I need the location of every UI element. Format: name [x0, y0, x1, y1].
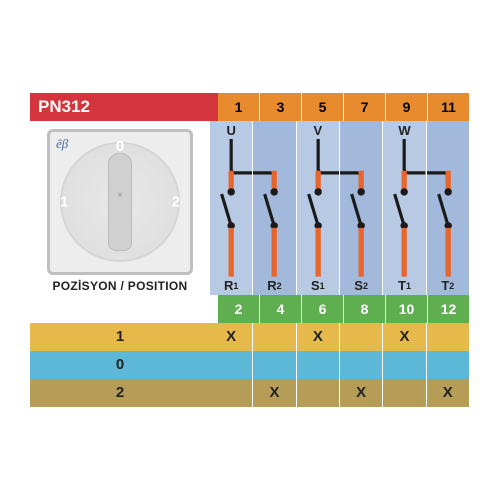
terminal-bot-label: S2 [340, 277, 382, 295]
contact-diagram [297, 139, 339, 277]
terminal-top-label [340, 121, 382, 139]
terminal-top-label: V [297, 121, 339, 139]
terminal-num-top: 11 [428, 93, 470, 121]
product-code: PN312 [30, 93, 218, 121]
contact-state [253, 323, 296, 351]
contact-diagram [383, 139, 425, 277]
switch-panel: ȇβ012POZİSYON / POSITION [30, 121, 210, 295]
contact-state [210, 351, 253, 379]
circuit-column: T2 [427, 121, 470, 295]
terminal-num-top: 1 [218, 93, 260, 121]
terminal-bot-label: R1 [210, 277, 252, 295]
terminal-top-label [427, 121, 469, 139]
contact-state [427, 323, 470, 351]
contact-state [383, 379, 426, 407]
position-name: 0 [30, 351, 210, 379]
contact-state [210, 379, 253, 407]
rotary-knob[interactable] [108, 153, 132, 251]
position-label: POZİSYON / POSITION [40, 279, 200, 293]
terminal-bot-label: T2 [427, 277, 469, 295]
circuit-column: R2 [253, 121, 296, 295]
position-name: 1 [30, 323, 210, 351]
contact-state: X [210, 323, 253, 351]
circuit-column: S2 [340, 121, 383, 295]
terminal-num-bot: 6 [302, 295, 344, 323]
terminal-num-top: 5 [302, 93, 344, 121]
terminal-num-top: 9 [386, 93, 428, 121]
terminal-bot-label: R2 [253, 277, 295, 295]
contact-diagram [253, 139, 295, 277]
contact-diagram [427, 139, 469, 277]
contact-state: X [340, 379, 383, 407]
contact-state [383, 351, 426, 379]
position-row: 1XXX [30, 323, 470, 351]
terminal-num-bot: 2 [218, 295, 260, 323]
contact-state [253, 351, 296, 379]
terminal-bot-label: S1 [297, 277, 339, 295]
terminal-num-bot: 10 [386, 295, 428, 323]
contact-state [340, 351, 383, 379]
position-row: 0 [30, 351, 470, 379]
circuit-column: U R1 [210, 121, 253, 295]
contact-state: X [253, 379, 296, 407]
terminal-num-bot: 4 [260, 295, 302, 323]
contact-state: X [383, 323, 426, 351]
contact-diagram [340, 139, 382, 277]
terminal-top-label: U [210, 121, 252, 139]
contact-state: X [427, 379, 470, 407]
terminal-bot-label: T1 [383, 277, 425, 295]
terminal-num-top: 7 [344, 93, 386, 121]
terminal-top-label: W [383, 121, 425, 139]
circuit-column: V S1 [297, 121, 340, 295]
contact-state [340, 323, 383, 351]
position-row: 2 X X X [30, 379, 470, 407]
terminal-num-top: 3 [260, 93, 302, 121]
contact-diagram [210, 139, 252, 277]
contact-state [297, 351, 340, 379]
contact-state [427, 351, 470, 379]
terminal-num-bot: 8 [344, 295, 386, 323]
position-name: 2 [30, 379, 210, 407]
terminal-top-label [253, 121, 295, 139]
contact-state [297, 379, 340, 407]
circuit-column: W T1 [383, 121, 426, 295]
terminal-num-bot: 12 [428, 295, 470, 323]
contact-state: X [297, 323, 340, 351]
